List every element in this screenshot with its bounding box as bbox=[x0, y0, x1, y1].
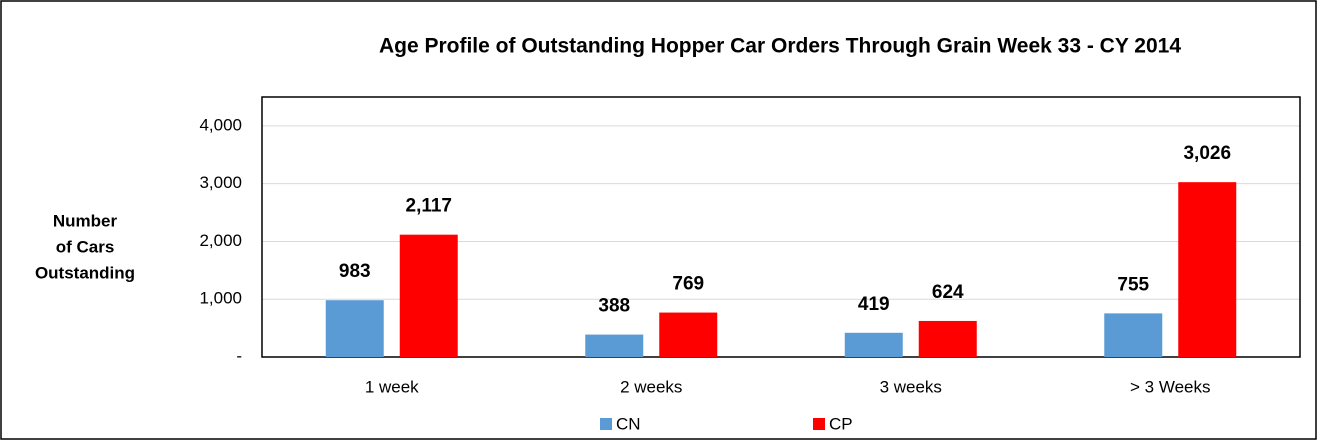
y-tick-label: 1,000 bbox=[199, 289, 242, 308]
x-tick-label: 1 week bbox=[365, 377, 419, 396]
y-tick-label: - bbox=[236, 346, 242, 365]
bar bbox=[399, 234, 458, 357]
value-label: 755 bbox=[1117, 274, 1149, 295]
value-label: 419 bbox=[858, 294, 890, 315]
bar bbox=[1178, 182, 1237, 357]
value-label: 3,026 bbox=[1183, 143, 1231, 164]
x-tick-label: > 3 Weeks bbox=[1130, 377, 1210, 396]
bar bbox=[844, 332, 903, 357]
bar bbox=[325, 300, 384, 357]
chart-title: Age Profile of Outstanding Hopper Car Or… bbox=[379, 35, 1181, 58]
legend-swatch bbox=[813, 418, 825, 430]
x-tick-label: 3 weeks bbox=[880, 377, 942, 396]
value-label: 388 bbox=[598, 296, 630, 317]
bar bbox=[1104, 313, 1163, 357]
y-tick-label: 4,000 bbox=[199, 115, 242, 134]
y-axis-label: of Cars bbox=[56, 237, 115, 256]
legend-swatch bbox=[600, 418, 612, 430]
value-label: 983 bbox=[339, 261, 371, 282]
value-label: 624 bbox=[932, 282, 964, 303]
bar bbox=[585, 334, 644, 357]
value-label: 769 bbox=[672, 274, 704, 295]
plot-border bbox=[261, 96, 1301, 358]
legend-label: CP bbox=[829, 414, 853, 433]
legend-label: CN bbox=[616, 414, 641, 433]
value-label: 2,117 bbox=[406, 196, 453, 217]
y-tick-label: 2,000 bbox=[199, 231, 242, 250]
y-axis-label: Number bbox=[53, 211, 118, 230]
y-axis-label: Outstanding bbox=[35, 263, 135, 282]
x-tick-label: 2 weeks bbox=[620, 377, 682, 396]
bar bbox=[918, 320, 977, 357]
y-tick-label: 3,000 bbox=[199, 173, 242, 192]
bar bbox=[659, 312, 718, 357]
